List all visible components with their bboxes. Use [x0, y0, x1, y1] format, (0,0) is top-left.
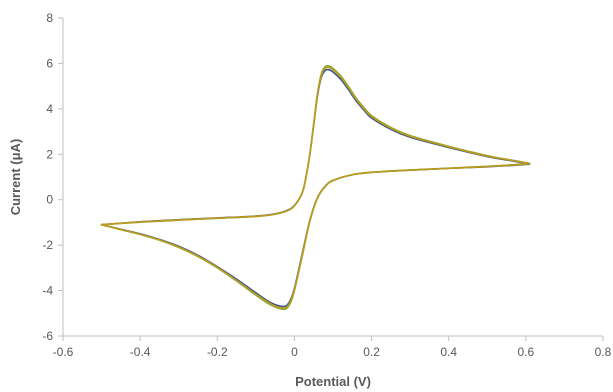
y-tick-label: 0 [46, 193, 53, 207]
y-tick-label: -2 [42, 238, 53, 252]
axes: -6 -4 -2 0 2 4 6 8 -0.6 -0.4 -0.2 0 0.2 0.4 0.6 0.8 [42, 11, 611, 359]
x-axis-title: Potential (V) [295, 374, 371, 389]
x-tick-label: 0.2 [363, 345, 380, 359]
x-tick-label: 0 [291, 345, 298, 359]
y-tick-label: 6 [46, 56, 53, 70]
series-line-2 [100, 65, 531, 311]
y-tick-label: -6 [42, 329, 53, 343]
y-tick-label: 2 [46, 147, 53, 161]
y-tick-label: -4 [42, 284, 53, 298]
y-tick-label: 4 [46, 102, 53, 116]
series-lines [100, 65, 531, 311]
x-tick-label: 0.4 [440, 345, 457, 359]
axis-labels: Potential (V) Current (μA) [8, 139, 371, 389]
x-tick-label: -0.4 [130, 345, 151, 359]
x-tick-label: 0.8 [595, 345, 612, 359]
y-tick-label: 8 [46, 11, 53, 25]
y-axis-title: Current (μA) [8, 139, 23, 216]
series-line-3 [100, 66, 531, 309]
x-tick-label: -0.6 [53, 345, 74, 359]
x-tick-label: 0.6 [518, 345, 535, 359]
x-tick-label: -0.2 [207, 345, 228, 359]
